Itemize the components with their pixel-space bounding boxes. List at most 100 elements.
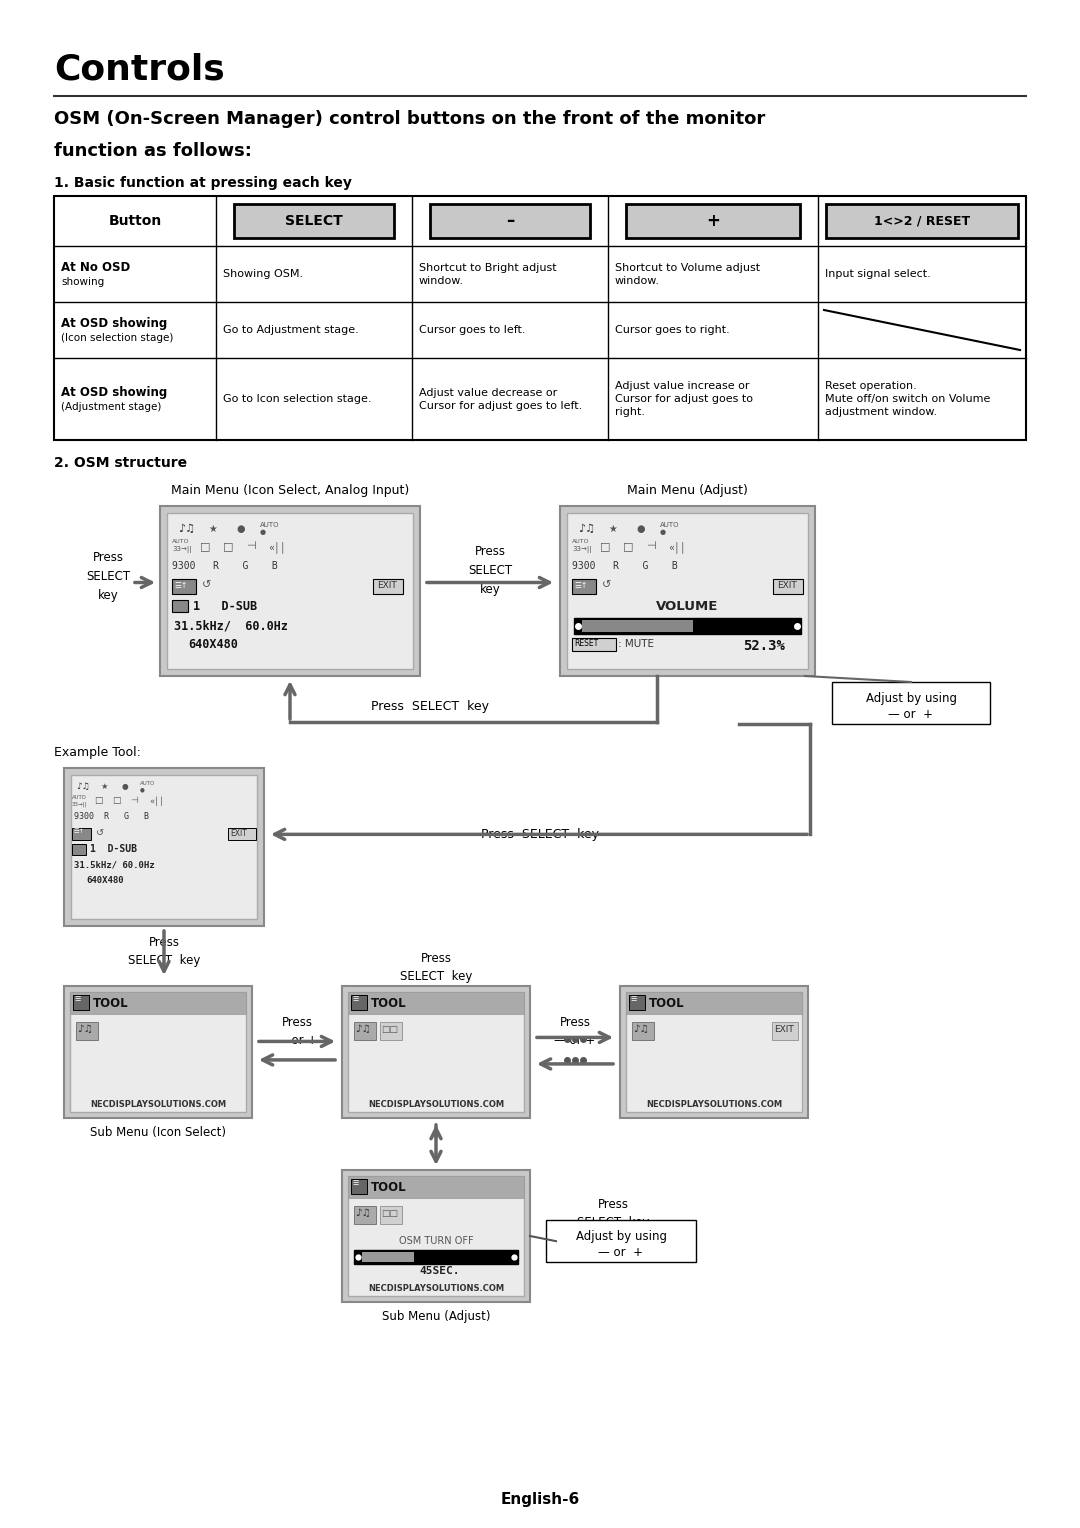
Bar bbox=[72, 828, 91, 840]
Bar bbox=[362, 1251, 414, 1262]
Text: Cursor for adjust goes to left.: Cursor for adjust goes to left. bbox=[419, 400, 582, 411]
Text: ♪♫: ♪♫ bbox=[578, 524, 595, 533]
Text: ★: ★ bbox=[208, 524, 217, 533]
Text: 1. Basic function at pressing each key: 1. Basic function at pressing each key bbox=[54, 176, 352, 189]
Text: ↺: ↺ bbox=[602, 581, 611, 590]
Text: showing: showing bbox=[60, 277, 105, 287]
Text: ☰: ☰ bbox=[75, 996, 80, 1002]
Text: OSM (On-Screen Manager) control buttons on the front of the monitor: OSM (On-Screen Manager) control buttons … bbox=[54, 110, 766, 128]
Bar bbox=[64, 986, 252, 1118]
Text: ☰↑: ☰↑ bbox=[573, 581, 588, 590]
Text: Main Menu (Adjust): Main Menu (Adjust) bbox=[627, 484, 748, 497]
Text: (Icon selection stage): (Icon selection stage) bbox=[60, 333, 174, 342]
Text: Cursor goes to left.: Cursor goes to left. bbox=[419, 325, 526, 335]
Text: Input signal select.: Input signal select. bbox=[825, 269, 931, 280]
Text: AUTO: AUTO bbox=[572, 539, 590, 544]
Text: TOOL: TOOL bbox=[372, 996, 407, 1010]
Bar bbox=[430, 205, 590, 238]
Bar bbox=[373, 579, 403, 594]
Bar bbox=[572, 579, 596, 594]
Text: Press
SELECT
key: Press SELECT key bbox=[86, 552, 130, 602]
Text: 9300   R    G    B: 9300 R G B bbox=[172, 561, 278, 571]
Text: Main Menu (Icon Select, Analog Input): Main Menu (Icon Select, Analog Input) bbox=[171, 484, 409, 497]
Text: 9300   R    G    B: 9300 R G B bbox=[572, 561, 678, 571]
Bar bbox=[160, 506, 420, 675]
Text: Shortcut to Volume adjust: Shortcut to Volume adjust bbox=[615, 263, 760, 272]
Text: ●: ● bbox=[140, 787, 145, 792]
Bar bbox=[773, 579, 804, 594]
Bar bbox=[572, 639, 616, 651]
Bar bbox=[167, 513, 413, 669]
Text: Go to Adjustment stage.: Go to Adjustment stage. bbox=[222, 325, 359, 335]
Bar bbox=[228, 828, 256, 840]
Text: 33→||: 33→|| bbox=[172, 545, 191, 553]
Text: ⊣: ⊣ bbox=[130, 796, 138, 805]
Text: ⊣: ⊣ bbox=[246, 541, 256, 552]
Text: 1  D-SUB: 1 D-SUB bbox=[90, 843, 137, 854]
Text: Go to Icon selection stage.: Go to Icon selection stage. bbox=[222, 394, 372, 403]
Text: 640X480: 640X480 bbox=[188, 639, 238, 651]
Bar bbox=[826, 205, 1018, 238]
Text: «││: «││ bbox=[149, 796, 164, 805]
Bar bbox=[54, 196, 1026, 440]
Bar bbox=[71, 775, 257, 918]
Text: window.: window. bbox=[615, 275, 660, 286]
Text: 33→||: 33→|| bbox=[572, 545, 592, 553]
Text: □□: □□ bbox=[381, 1209, 399, 1218]
Text: 640X480: 640X480 bbox=[86, 876, 123, 885]
Text: ♪♫: ♪♫ bbox=[178, 524, 195, 533]
Text: □: □ bbox=[600, 541, 610, 552]
Text: +: + bbox=[706, 212, 720, 231]
Text: OSM TURN OFF: OSM TURN OFF bbox=[399, 1236, 473, 1245]
Bar bbox=[629, 995, 645, 1010]
Text: Press  SELECT  key: Press SELECT key bbox=[481, 828, 599, 840]
Text: Press
— or +: Press — or + bbox=[554, 1016, 596, 1048]
Text: Press  SELECT  key: Press SELECT key bbox=[372, 700, 489, 714]
Text: Sub Menu (Icon Select): Sub Menu (Icon Select) bbox=[90, 1126, 226, 1138]
Text: AUTO: AUTO bbox=[260, 523, 280, 529]
Text: — or  +: — or + bbox=[598, 1247, 644, 1259]
Text: TOOL: TOOL bbox=[649, 996, 685, 1010]
Bar bbox=[348, 1177, 524, 1296]
Text: Adjust by using: Adjust by using bbox=[865, 692, 957, 704]
Text: Cursor for adjust goes to: Cursor for adjust goes to bbox=[615, 394, 753, 403]
Text: Controls: Controls bbox=[54, 52, 225, 86]
Text: 1<>2 / RESET: 1<>2 / RESET bbox=[874, 214, 970, 228]
Bar bbox=[626, 992, 802, 1112]
Bar bbox=[342, 986, 530, 1118]
Text: AUTO: AUTO bbox=[72, 795, 86, 801]
Text: At OSD showing: At OSD showing bbox=[60, 316, 167, 330]
Text: □: □ bbox=[623, 541, 634, 552]
Bar bbox=[172, 601, 188, 613]
Text: ●: ● bbox=[237, 524, 244, 533]
Text: Shortcut to Bright adjust: Shortcut to Bright adjust bbox=[419, 263, 556, 272]
Text: –: – bbox=[505, 212, 514, 231]
Text: Sub Menu (Adjust): Sub Menu (Adjust) bbox=[381, 1309, 490, 1323]
Bar bbox=[351, 995, 367, 1010]
Bar bbox=[632, 1022, 654, 1041]
Bar bbox=[351, 1180, 367, 1193]
Text: ☰: ☰ bbox=[352, 996, 359, 1002]
Text: ★: ★ bbox=[100, 782, 108, 792]
Bar bbox=[380, 1022, 402, 1041]
Bar bbox=[772, 1022, 798, 1041]
Text: AUTO: AUTO bbox=[660, 523, 679, 529]
Text: ●: ● bbox=[260, 529, 266, 535]
Text: 2. OSM structure: 2. OSM structure bbox=[54, 455, 187, 471]
Text: EXIT: EXIT bbox=[377, 581, 396, 590]
Text: English-6: English-6 bbox=[500, 1491, 580, 1507]
Bar bbox=[567, 513, 808, 669]
Bar bbox=[620, 986, 808, 1118]
Bar bbox=[354, 1250, 518, 1264]
Bar bbox=[172, 579, 195, 594]
Bar bbox=[342, 1170, 530, 1302]
Text: «││: «││ bbox=[268, 541, 286, 553]
Bar bbox=[72, 843, 86, 856]
Text: Adjust value increase or: Adjust value increase or bbox=[615, 380, 750, 391]
Bar bbox=[354, 1022, 376, 1041]
Bar bbox=[70, 992, 246, 1015]
Text: ♪♫: ♪♫ bbox=[355, 1209, 370, 1218]
Text: □: □ bbox=[112, 796, 121, 805]
Text: NECDISPLAYSOLUTIONS.COM: NECDISPLAYSOLUTIONS.COM bbox=[368, 1284, 504, 1293]
Text: ↺: ↺ bbox=[202, 581, 212, 590]
